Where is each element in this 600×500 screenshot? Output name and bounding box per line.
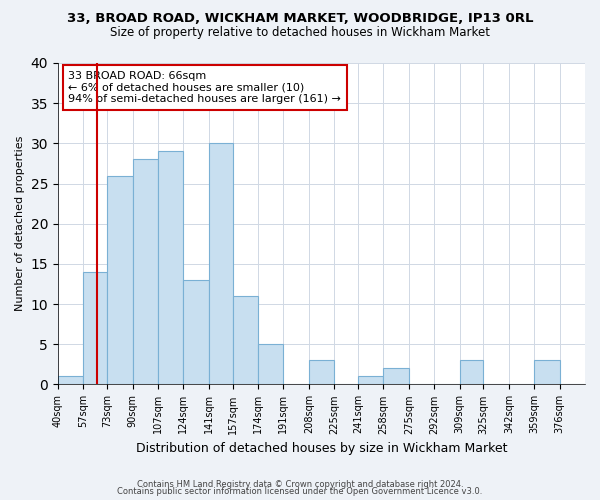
Text: Contains HM Land Registry data © Crown copyright and database right 2024.: Contains HM Land Registry data © Crown c… [137,480,463,489]
Bar [184,280,209,384]
Bar [383,368,409,384]
Bar [309,360,334,384]
Y-axis label: Number of detached properties: Number of detached properties [15,136,25,312]
Text: Contains public sector information licensed under the Open Government Licence v3: Contains public sector information licen… [118,487,482,496]
Bar [233,296,258,384]
Bar [358,376,383,384]
Bar [460,360,484,384]
Bar [107,176,133,384]
Text: 33, BROAD ROAD, WICKHAM MARKET, WOODBRIDGE, IP13 0RL: 33, BROAD ROAD, WICKHAM MARKET, WOODBRID… [67,12,533,26]
Bar [133,160,158,384]
X-axis label: Distribution of detached houses by size in Wickham Market: Distribution of detached houses by size … [136,442,507,455]
Bar [158,152,184,384]
Text: Size of property relative to detached houses in Wickham Market: Size of property relative to detached ho… [110,26,490,39]
Text: 33 BROAD ROAD: 66sqm
← 6% of detached houses are smaller (10)
94% of semi-detach: 33 BROAD ROAD: 66sqm ← 6% of detached ho… [68,71,341,104]
Bar [209,144,233,384]
Bar [58,376,83,384]
Bar [83,272,107,384]
Bar [534,360,560,384]
Bar [258,344,283,385]
